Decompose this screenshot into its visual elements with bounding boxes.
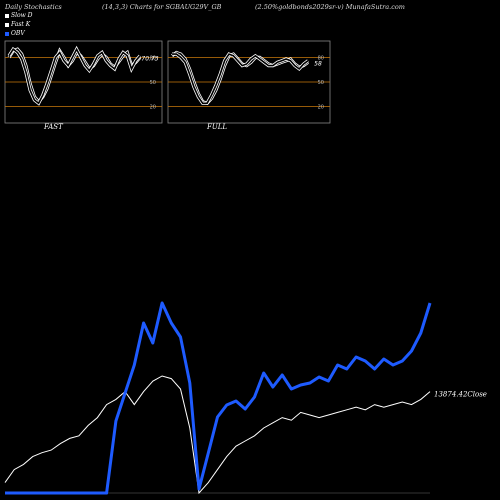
- price-obv-panel: 13874.42Close: [5, 303, 487, 493]
- obv-line: [5, 303, 430, 493]
- fast-tick-label-20: 20: [150, 105, 156, 111]
- close-price-line: [5, 376, 430, 493]
- full-stochastic-panel: 20508058: [168, 41, 330, 123]
- full-tick-label-50: 50: [318, 80, 324, 86]
- full-tick-label-20: 20: [318, 105, 324, 111]
- fast-stochastic-panel: 20508070.73: [5, 41, 162, 123]
- close-value-label: 13874.42Close: [434, 391, 487, 399]
- fast-tick-label-50: 50: [150, 80, 156, 86]
- fast-last-value-label: 70.73: [141, 55, 158, 62]
- full-last-value-label: 58: [314, 60, 322, 67]
